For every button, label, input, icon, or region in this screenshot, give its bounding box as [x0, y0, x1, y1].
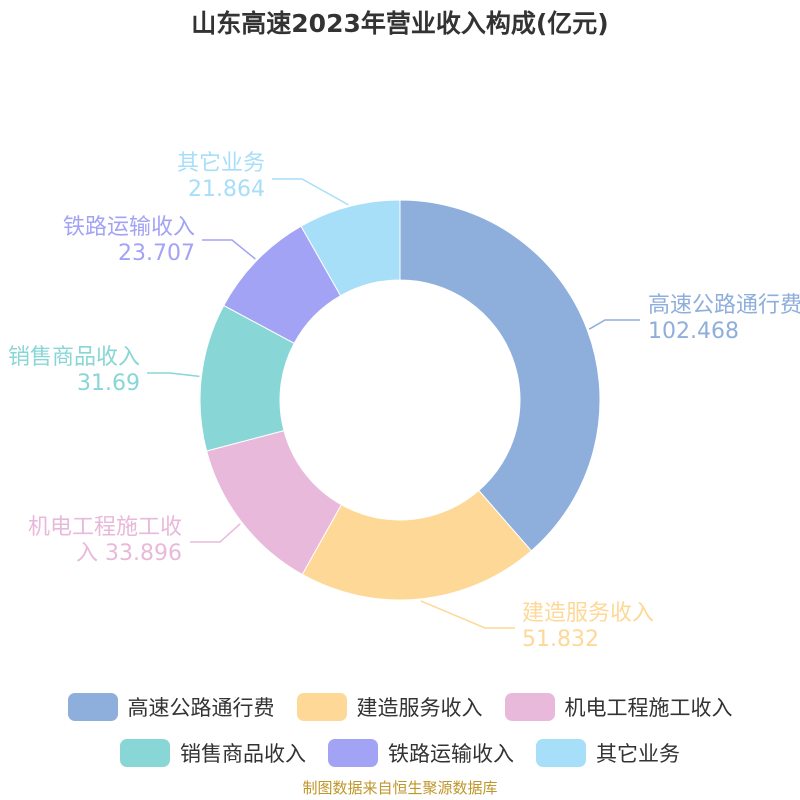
leader-line [588, 319, 640, 330]
leader-line [272, 178, 349, 206]
legend-swatch [504, 693, 555, 721]
legend-swatch [296, 693, 347, 721]
legend-item[interactable]: 销售商品收入 [120, 738, 306, 768]
legend-swatch [120, 739, 170, 767]
slice-value-label: 51.832 [522, 627, 599, 652]
legend-label: 其它业务 [596, 742, 680, 766]
slice-label: 其它业务 [177, 151, 265, 176]
legend-swatch [67, 693, 118, 721]
legend-label: 机电工程施工收入 [564, 696, 733, 720]
slice-label: 建造服务收入 [522, 601, 654, 626]
slice-value-label: 31.69 [77, 371, 140, 396]
leader-line [190, 523, 241, 543]
slice-value-label: 23.707 [118, 241, 195, 266]
slice-value-label: 21.864 [188, 177, 265, 202]
slice-value-label: 102.468 [648, 319, 739, 344]
leader-line [147, 372, 200, 378]
legend-row: 高速公路通行费 建造服务收入 机电工程施工收入 [0, 692, 800, 722]
legend-item[interactable]: 其它业务 [536, 738, 680, 768]
slice-label: 高速公路通行费 [648, 293, 800, 318]
legend-label: 高速公路通行费 [127, 696, 275, 720]
legend-item[interactable]: 铁路运输收入 [328, 738, 514, 768]
legend-swatch [328, 739, 378, 767]
chart-title: 山东高速2023年营业收入构成(亿元) [191, 9, 609, 38]
legend-label: 铁路运输收入 [388, 742, 514, 766]
slice-label: 机电工程施工收 [28, 515, 182, 540]
source-note: 制图数据来自恒生聚源数据库 [302, 779, 498, 797]
donut-slice [300, 199, 401, 297]
slice-label: 铁路运输收入 [63, 215, 195, 240]
legend-row: 销售商品收入 铁路运输收入 其它业务 [0, 738, 800, 768]
legend-label: 建造服务收入 [356, 696, 483, 720]
legend-item[interactable]: 建造服务收入 [296, 692, 483, 722]
slice-label: 销售商品收入 [8, 345, 140, 370]
leader-line [202, 239, 256, 260]
legend-item[interactable]: 高速公路通行费 [67, 692, 275, 722]
donut-slice [399, 199, 601, 552]
legend-label: 销售商品收入 [180, 742, 306, 766]
slice-value-label: 入 33.896 [76, 541, 182, 566]
leader-line [420, 600, 515, 629]
legend-item[interactable]: 机电工程施工收入 [504, 692, 733, 722]
legend-swatch [536, 739, 586, 767]
